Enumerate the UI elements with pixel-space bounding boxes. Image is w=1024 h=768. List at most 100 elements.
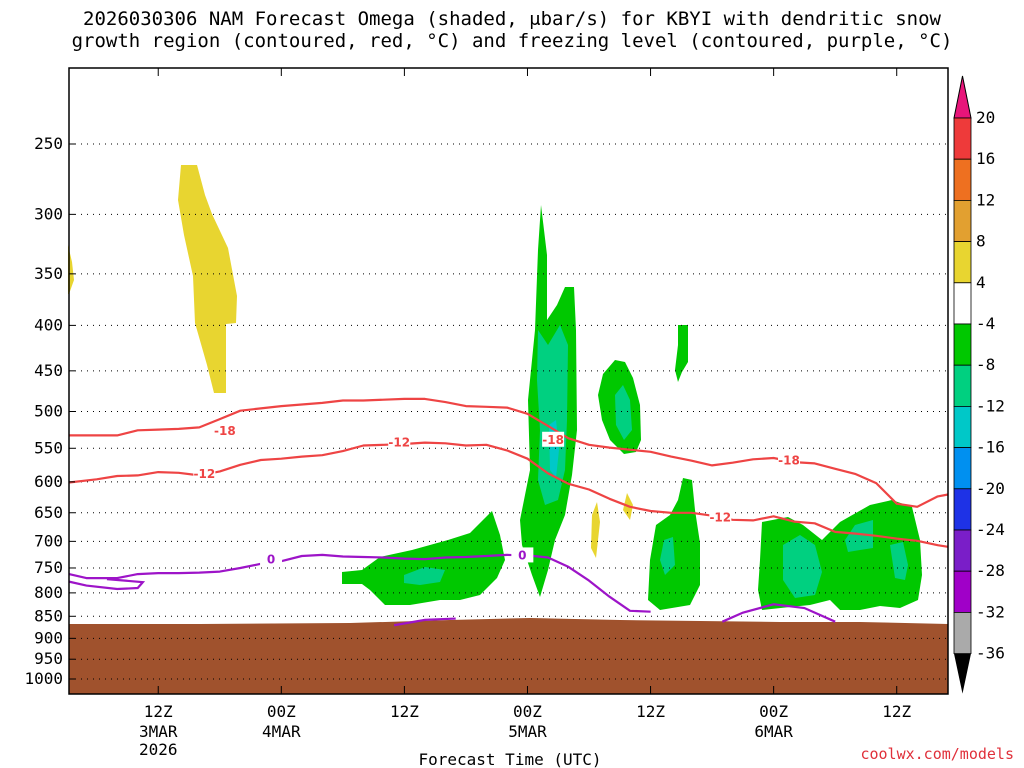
y-tick-label-900: 900 [34, 628, 63, 647]
y-tick-label-300: 300 [34, 204, 63, 223]
y-tick-label-650: 650 [34, 503, 63, 522]
colorbar-label-12: -32 [976, 602, 1005, 621]
contour-2-label-bg-0 [260, 551, 283, 567]
contour-1-label-0: -12 [194, 467, 216, 481]
x-tick-label-3: 00Z [513, 702, 542, 721]
plot-frame [68, 67, 949, 695]
contour-0-label-bg-2 [778, 452, 801, 468]
colorbar-top-triangle [953, 75, 972, 119]
omega-region-core-2 [537, 325, 568, 505]
colorbar-swatch-6 [953, 364, 972, 407]
colorbar: 20 16 12 8 4 -4 -8 -12 -16 -20 -24 -28 -32 -36 [953, 75, 1005, 694]
omega-region-core-5 [783, 535, 822, 598]
credit-text: coolwx.com/models [860, 745, 1014, 763]
omega-region-core-7 [890, 542, 908, 580]
y-tick-label-600: 600 [34, 472, 63, 491]
y-axis: 250 300 350 400 450 500 550 600 650 700 750 800 850 9… [24, 134, 75, 688]
x-tick-label-4: 12Z [636, 702, 665, 721]
y-tick-label-850: 850 [34, 606, 63, 625]
x-tick-sublabel-3-0: 5MAR [508, 722, 547, 741]
x-tick-sublabel-0-0: 3MAR [139, 722, 178, 741]
colorbar-label-10: -24 [976, 520, 1005, 539]
contour-lines: -18 -18 -18 -12 -12 -12 0 0 [68, 397, 949, 627]
x-tick-label-5: 00Z [759, 702, 788, 721]
contour-2 [68, 553, 651, 613]
colorbar-swatch-0 [953, 117, 972, 160]
x-tick-label-2: 12Z [390, 702, 419, 721]
contour-2-label-1: 0 [518, 548, 526, 562]
x-axis-title: Forecast Time (UTC) [418, 750, 601, 768]
x-tick-label-6: 12Z [882, 702, 911, 721]
freezing-level-fragment-3 [393, 617, 456, 627]
colorbar-label-5: -4 [976, 314, 995, 333]
terrain-ground [69, 618, 948, 694]
omega-region-core-3 [615, 385, 632, 440]
contour-2-label-0: 0 [267, 553, 275, 567]
colorbar-label-7: -12 [976, 396, 1005, 415]
freezing-level-fragment-1 [68, 578, 146, 591]
omega-region-negative-5 [648, 478, 700, 610]
colorbar-label-8: -16 [976, 438, 1005, 457]
y-tick-label-400: 400 [34, 315, 63, 334]
contour-1-label-bg-1 [388, 434, 411, 450]
contour-0-label-2: -18 [778, 454, 800, 468]
contour-0 [69, 397, 949, 508]
x-tick-label-1: 00Z [267, 702, 296, 721]
y-tick-label-250: 250 [34, 134, 63, 153]
contour-0-label-bg-0 [213, 423, 236, 439]
y-tick-label-750: 750 [34, 558, 63, 577]
y-tick-label-450: 450 [34, 361, 63, 380]
contour-1-label-2: -12 [709, 510, 731, 524]
y-tick-label-550: 550 [34, 438, 63, 457]
colorbar-label-9: -20 [976, 479, 1005, 498]
omega-region-negative-4 [675, 325, 688, 382]
omega-region-core-6 [845, 520, 873, 552]
colorbar-label-3: 8 [976, 232, 986, 251]
contour-1-label-bg-2 [709, 509, 732, 525]
freezing-level-fragment-2 [721, 603, 836, 623]
colorbar-label-0: 20 [976, 108, 995, 127]
contour-0-label-0: -18 [214, 424, 236, 438]
y-tick-label-700: 700 [34, 531, 63, 550]
colorbar-label-2: 12 [976, 190, 995, 209]
colorbar-label-6: -8 [976, 355, 995, 374]
colorbar-swatch-2 [953, 199, 972, 242]
omega-region-core-4 [660, 537, 675, 575]
y-tick-label-950: 950 [34, 649, 63, 668]
colorbar-swatch-8 [953, 447, 972, 490]
contour-1-label-bg-0 [193, 466, 216, 482]
chart-title: 2026030306 NAM Forecast Omega (shaded, μ… [0, 8, 1024, 52]
y-tick-label-800: 800 [34, 583, 63, 602]
colorbar-label-4: 4 [976, 273, 986, 292]
omega-region-positive-1 [178, 165, 237, 393]
colorbar-swatch-12 [953, 612, 972, 655]
y-tick-label-1000: 1000 [24, 669, 63, 688]
contour-2-label-bg-1 [511, 547, 534, 563]
contour-0-label-bg-1 [542, 431, 565, 447]
contour-0-label-1: -18 [542, 433, 564, 447]
x-tick-sublabel-0-1: 2026 [139, 740, 178, 759]
grid-lines [69, 143, 948, 680]
y-tick-label-500: 500 [34, 402, 63, 421]
contour-1 [68, 441, 949, 548]
colorbar-swatch-1 [953, 158, 972, 201]
colorbar-swatch-3 [953, 241, 972, 284]
colorbar-swatch-10 [953, 529, 972, 572]
colorbar-swatch-4 [953, 282, 972, 325]
colorbar-label-1: 16 [976, 149, 995, 168]
title-line-2: growth region (contoured, red, °C) and f… [71, 30, 953, 52]
colorbar-swatch-5 [953, 323, 972, 366]
y-tick-label-350: 350 [34, 264, 63, 283]
x-tick-sublabel-5-0: 6MAR [754, 722, 793, 741]
x-tick-label-0: 12Z [144, 702, 173, 721]
omega-region-core-1 [404, 567, 445, 585]
colorbar-bottom-triangle [954, 653, 971, 694]
colorbar-swatch-11 [953, 570, 972, 613]
colorbar-swatch-7 [953, 405, 972, 448]
omega-region-positive-3 [591, 502, 600, 558]
title-line-1: 2026030306 NAM Forecast Omega (shaded, μ… [83, 8, 941, 30]
x-tick-sublabel-1-0: 4MAR [262, 722, 301, 741]
colorbar-label-11: -28 [976, 561, 1005, 580]
